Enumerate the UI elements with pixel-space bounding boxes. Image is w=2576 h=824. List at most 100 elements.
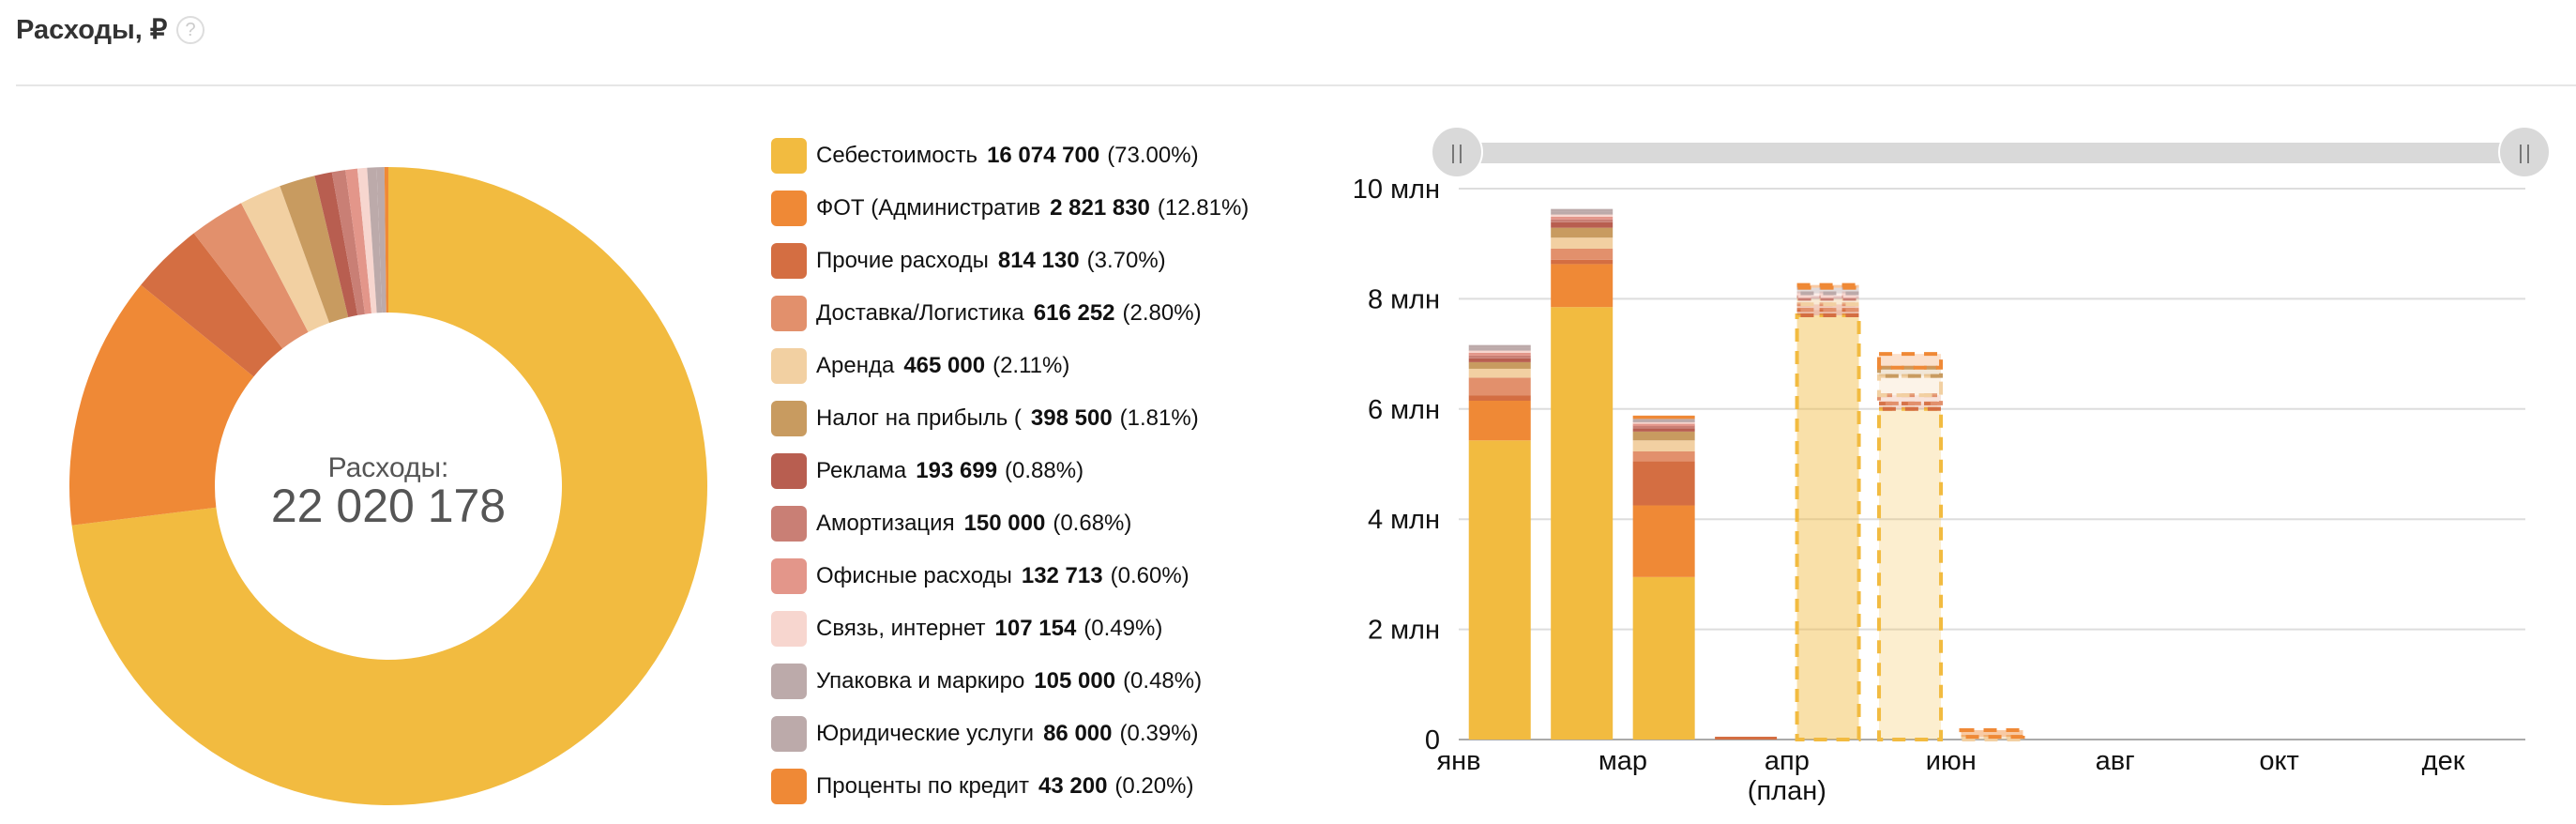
range-slider-track[interactable] bbox=[1456, 143, 2523, 163]
bar-segment[interactable] bbox=[1632, 422, 1695, 426]
donut-slice[interactable] bbox=[71, 167, 707, 805]
bar-segment[interactable] bbox=[1877, 352, 1944, 370]
bar-segment[interactable] bbox=[1551, 307, 1614, 740]
legend-percent: (73.00%) bbox=[1107, 143, 1199, 168]
help-icon[interactable]: ? bbox=[176, 16, 205, 44]
bar-segment[interactable] bbox=[1632, 450, 1695, 462]
legend-item[interactable]: Себестоимость 16 074 700 (73.00%) bbox=[771, 130, 1268, 182]
bar-segment[interactable] bbox=[1551, 208, 1614, 212]
legend-item[interactable]: Юридические услуги 86 000 (0.39%) bbox=[771, 708, 1268, 760]
bar-segment[interactable] bbox=[1551, 264, 1614, 308]
bar-stack[interactable] bbox=[1551, 208, 1614, 740]
bar-segment[interactable] bbox=[1551, 213, 1614, 217]
bar-stack[interactable] bbox=[1795, 282, 1861, 741]
bar-segment[interactable] bbox=[1715, 737, 1778, 740]
donut-slice[interactable] bbox=[345, 168, 371, 314]
legend-name: Амортизация bbox=[816, 511, 955, 536]
legend-item[interactable]: Амортизация 150 000 (0.68%) bbox=[771, 497, 1268, 550]
bar-segment[interactable] bbox=[1468, 361, 1531, 369]
legend-item[interactable]: Налог на прибыль (398 500 (1.81%) bbox=[771, 392, 1268, 445]
bar-segment[interactable] bbox=[1795, 313, 1861, 741]
donut-slice[interactable] bbox=[376, 167, 386, 313]
legend-item[interactable]: Прочие расходы 814 130 (3.70%) bbox=[771, 235, 1268, 287]
bar-segment[interactable] bbox=[1551, 248, 1614, 260]
bar-segment[interactable] bbox=[1877, 365, 1944, 378]
donut-slice[interactable] bbox=[356, 167, 377, 313]
bar-segment[interactable] bbox=[1551, 227, 1614, 238]
bar-segment[interactable] bbox=[1877, 374, 1944, 398]
bar-segment[interactable] bbox=[1632, 431, 1695, 441]
legend-percent: (2.11%) bbox=[993, 353, 1070, 378]
bar-segment[interactable] bbox=[1468, 368, 1531, 378]
legend-item[interactable]: Проценты по кредит 43 200 (0.20%) bbox=[771, 760, 1268, 813]
legend-swatch bbox=[771, 296, 807, 331]
bar-stack[interactable] bbox=[1959, 728, 2025, 741]
legend-swatch bbox=[771, 453, 807, 489]
legend-swatch bbox=[771, 243, 807, 279]
bar-segment[interactable] bbox=[1468, 344, 1531, 348]
donut-slice[interactable] bbox=[193, 203, 309, 349]
range-slider-start-handle[interactable] bbox=[1431, 126, 1483, 178]
bar-segment[interactable] bbox=[1468, 395, 1531, 401]
bar-segment[interactable] bbox=[1632, 505, 1695, 577]
bar-stack[interactable] bbox=[1715, 737, 1778, 740]
bar-segment[interactable] bbox=[1468, 400, 1531, 441]
bar-segment[interactable] bbox=[1468, 358, 1531, 362]
bar-segment[interactable] bbox=[1468, 349, 1531, 353]
grip-icon bbox=[1452, 145, 1454, 163]
bar-segment[interactable] bbox=[1468, 377, 1531, 396]
bar-segment[interactable] bbox=[1468, 355, 1531, 359]
bar-segment[interactable] bbox=[1551, 216, 1614, 220]
donut-slice[interactable] bbox=[69, 284, 254, 526]
legend-item[interactable]: Связь, интернет 107 154 (0.49%) bbox=[771, 603, 1268, 655]
bar-stack[interactable] bbox=[1632, 415, 1695, 740]
grip-icon bbox=[2527, 145, 2529, 163]
donut-slice[interactable] bbox=[141, 233, 283, 377]
bar-segment[interactable] bbox=[1632, 425, 1695, 429]
legend-value: 86 000 bbox=[1043, 721, 1113, 746]
donut-slice[interactable] bbox=[280, 175, 349, 324]
bar-segment[interactable] bbox=[1795, 282, 1861, 290]
legend-swatch bbox=[771, 611, 807, 647]
bar-stack[interactable] bbox=[1877, 352, 1944, 741]
bar-segment[interactable] bbox=[1877, 406, 1944, 741]
legend-item[interactable]: ФОТ (Административ 2 821 830 (12.81%) bbox=[771, 182, 1268, 235]
bar-segment[interactable] bbox=[1551, 221, 1614, 228]
legend-item[interactable]: Офисные расходы 132 713 (0.60%) bbox=[771, 550, 1268, 603]
bar-segment[interactable] bbox=[1959, 728, 2025, 740]
bar-segment[interactable] bbox=[1632, 461, 1695, 506]
bar-segment[interactable] bbox=[1551, 219, 1614, 222]
bar-segment[interactable] bbox=[1551, 259, 1614, 265]
bar-segment[interactable] bbox=[1632, 420, 1695, 424]
bar-segment[interactable] bbox=[1551, 237, 1614, 249]
bar-segment[interactable] bbox=[1468, 352, 1531, 356]
bar-segment[interactable] bbox=[1632, 419, 1695, 422]
bar-stack[interactable] bbox=[1468, 344, 1531, 740]
range-slider-end-handle[interactable] bbox=[2498, 126, 2551, 178]
bar-segment[interactable] bbox=[1632, 576, 1695, 740]
bar-segment[interactable] bbox=[1632, 440, 1695, 451]
donut-slice[interactable] bbox=[314, 172, 358, 318]
donut-slice[interactable] bbox=[367, 167, 383, 313]
legend-item[interactable]: Упаковка и маркиро 105 000 (0.48%) bbox=[771, 655, 1268, 708]
bar-segment[interactable] bbox=[1632, 415, 1695, 420]
bar-segment[interactable] bbox=[1468, 440, 1531, 740]
legend: Себестоимость 16 074 700 (73.00%) ФОТ (Адми… bbox=[771, 130, 1268, 813]
legend-name: Доставка/Логистика bbox=[816, 300, 1024, 326]
legend-swatch bbox=[771, 191, 807, 226]
bar-segment[interactable] bbox=[1632, 428, 1695, 432]
donut-slice[interactable] bbox=[240, 186, 330, 332]
x-tick-label: авг bbox=[2096, 746, 2135, 776]
legend-item[interactable]: Аренда 465 000 (2.11%) bbox=[771, 340, 1268, 392]
stacked-bar-chart: 0 2 млн 4 млн 6 млн 8 млн 10 млн янв мар апр(пл… bbox=[1353, 175, 2525, 806]
legend-item[interactable]: Доставка/Логистика 616 252 (2.80%) bbox=[771, 287, 1268, 340]
y-tick-label: 6 млн bbox=[1368, 395, 1440, 425]
legend-item[interactable]: Реклама 193 699 (0.88%) bbox=[771, 445, 1268, 497]
bar-segment[interactable] bbox=[1877, 393, 1944, 405]
legend-name: Юридические услуги bbox=[816, 721, 1035, 746]
bar-segment[interactable] bbox=[1468, 347, 1531, 351]
donut-slice[interactable] bbox=[384, 167, 388, 313]
donut-slice[interactable] bbox=[331, 170, 366, 315]
legend-name: Реклама bbox=[816, 458, 907, 483]
bar-segment[interactable] bbox=[1551, 211, 1614, 215]
